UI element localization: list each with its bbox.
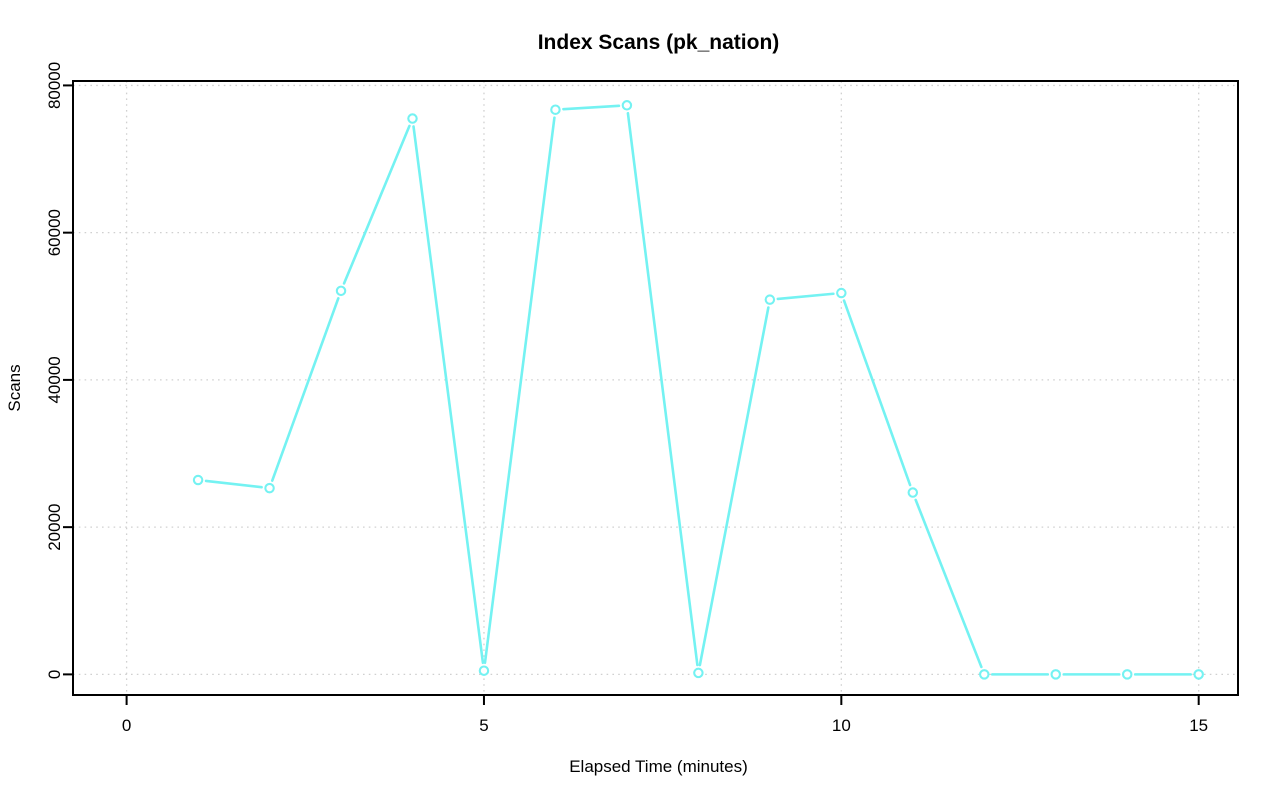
series-line-segment xyxy=(914,498,983,669)
y-tick-label: 0 xyxy=(45,670,64,679)
data-point-marker xyxy=(836,287,847,299)
data-point-marker xyxy=(478,665,490,676)
data-point-marker xyxy=(764,294,776,305)
series-line-segment xyxy=(626,111,699,667)
series-line-segment xyxy=(842,299,912,487)
y-tick-label: 20000 xyxy=(45,504,64,551)
series-line-segment xyxy=(270,297,340,482)
data-point-marker xyxy=(192,474,204,486)
x-tick-label: 10 xyxy=(832,716,851,735)
y-tick-label: 60000 xyxy=(45,209,64,256)
y-tick-label: 40000 xyxy=(45,356,64,403)
data-point-marker xyxy=(979,669,990,680)
series-line-segment xyxy=(342,124,411,285)
data-point-marker xyxy=(1121,669,1133,680)
series-line-segment xyxy=(776,292,835,301)
y-axis-title: Scans xyxy=(5,364,24,411)
data-point-marker xyxy=(1193,669,1204,680)
data-point-marker xyxy=(335,285,347,297)
data-point-marker xyxy=(693,667,704,679)
data-point-marker xyxy=(264,482,275,494)
y-tick-label: 80000 xyxy=(45,62,64,109)
series-line-segment xyxy=(698,306,770,667)
series-line-segment xyxy=(204,479,263,489)
chart-title: Index Scans (pk_nation) xyxy=(538,31,780,54)
data-point-marker xyxy=(550,104,561,115)
series-line-segment xyxy=(483,116,556,665)
x-tick-label: 5 xyxy=(479,716,488,735)
data-point-marker xyxy=(621,100,633,111)
data-point-marker xyxy=(907,487,919,498)
plot-border xyxy=(72,80,1239,696)
x-tick-label: 15 xyxy=(1189,716,1208,735)
x-axis-title: Elapsed Time (minutes) xyxy=(569,757,748,776)
data-point-marker xyxy=(407,113,418,124)
x-tick-label: 0 xyxy=(122,716,131,735)
series-line-segment xyxy=(562,104,621,111)
data-point-marker xyxy=(1050,669,1061,680)
series-line-segment xyxy=(412,125,485,665)
